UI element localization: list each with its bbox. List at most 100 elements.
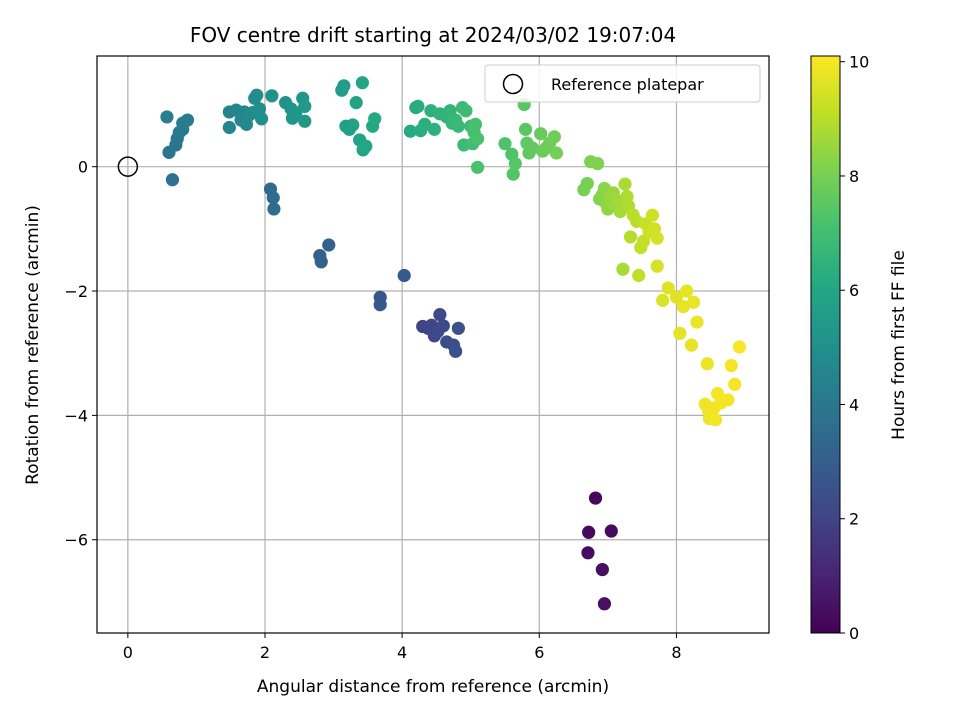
data-point: [222, 120, 236, 135]
data-points: [160, 76, 747, 611]
chart-title: FOV centre drift starting at 2024/03/02 …: [190, 23, 676, 47]
data-point: [433, 308, 447, 322]
data-point: [349, 96, 363, 110]
data-point: [266, 191, 280, 205]
data-point: [451, 119, 465, 133]
data-point: [525, 141, 540, 155]
x-tick-label: 4: [397, 643, 407, 662]
data-point: [534, 127, 548, 141]
data-point: [180, 113, 195, 127]
x-tick-label: 8: [671, 643, 681, 662]
data-point: [686, 295, 701, 309]
data-point: [254, 112, 269, 126]
data-point: [650, 231, 664, 245]
data-point: [403, 124, 417, 138]
data-point: [656, 293, 670, 307]
y-tick-label: −6: [64, 531, 88, 550]
data-point: [250, 88, 264, 102]
data-point: [616, 262, 630, 276]
data-point: [165, 173, 180, 187]
legend: Reference platepar: [484, 64, 761, 103]
colorbar-tick-label: 2: [849, 510, 859, 529]
data-point: [661, 281, 675, 295]
data-point: [373, 298, 387, 312]
data-point: [669, 290, 684, 304]
data-point: [470, 132, 485, 146]
data-point: [582, 525, 596, 539]
data-point: [632, 268, 646, 283]
colorbar-gradient: [810, 55, 841, 634]
data-point: [427, 122, 441, 136]
data-point: [346, 118, 360, 132]
data-point: [449, 344, 463, 358]
data-point: [700, 357, 714, 371]
y-axis-label: Rotation from reference (arcmin): [23, 205, 43, 485]
data-point: [368, 112, 382, 126]
y-tick-label: −2: [64, 282, 88, 301]
colorbar-tick-label: 8: [849, 167, 859, 186]
data-point: [470, 160, 485, 174]
data-point: [650, 259, 664, 273]
colorbar-tick-label: 6: [849, 281, 859, 300]
reference-marker: [117, 156, 139, 177]
x-axis-label: Angular distance from reference (arcmin): [257, 677, 609, 697]
data-point: [322, 238, 336, 252]
data-point: [676, 299, 690, 314]
data-point: [160, 110, 174, 124]
colorbar-tick-label: 10: [849, 53, 869, 72]
grid-lines: [97, 56, 769, 633]
data-point: [498, 137, 512, 151]
data-point: [581, 546, 595, 560]
data-point: [590, 156, 605, 171]
x-tick-label: 0: [123, 643, 133, 662]
y-tick-label: −4: [64, 406, 88, 425]
y-axis-ticks: 0 −2 −4 −6: [64, 158, 97, 550]
colorbar-tick-label: 4: [849, 395, 859, 414]
data-point: [547, 130, 561, 144]
data-point: [508, 156, 522, 171]
data-point: [468, 117, 483, 131]
data-point: [604, 524, 618, 538]
data-point: [355, 76, 369, 90]
data-point: [645, 208, 660, 222]
data-point: [436, 319, 450, 333]
data-point: [732, 340, 747, 354]
colorbar-tick-label: 0: [849, 624, 859, 643]
data-point: [580, 176, 594, 191]
legend-box: [484, 64, 761, 103]
data-point: [728, 377, 742, 391]
data-point: [506, 167, 520, 181]
data-point: [337, 79, 351, 93]
y-tick-label: 0: [78, 158, 88, 177]
colorbar-label: Hours from first FF file: [889, 250, 909, 440]
data-point: [549, 146, 564, 160]
data-point: [459, 104, 473, 118]
data-point: [724, 359, 738, 373]
colorbar: 0 2 4 6 8 10 Hours from first FF file: [810, 53, 909, 643]
data-point: [314, 255, 328, 269]
data-point: [397, 268, 411, 283]
data-point: [252, 102, 267, 116]
data-point: [411, 99, 425, 113]
data-point: [680, 284, 694, 298]
legend-open-circle-marker: [502, 73, 524, 95]
data-point: [673, 326, 687, 340]
data-point: [595, 562, 609, 577]
legend-entry-reference-platepar: Reference platepar: [551, 75, 704, 94]
data-point: [451, 321, 465, 335]
data-point: [597, 597, 612, 611]
data-point: [618, 177, 632, 191]
data-point: [588, 491, 603, 505]
data-point: [518, 122, 533, 136]
x-axis-ticks: 0 2 4 6 8: [123, 633, 682, 662]
x-tick-label: 2: [260, 643, 270, 662]
data-point: [623, 230, 638, 244]
x-tick-label: 6: [534, 643, 544, 662]
data-point: [265, 89, 279, 103]
data-point: [708, 413, 723, 427]
data-point: [721, 393, 735, 407]
data-point: [267, 202, 281, 216]
data-point: [298, 114, 312, 128]
reference-platepar-marker: [117, 156, 139, 177]
